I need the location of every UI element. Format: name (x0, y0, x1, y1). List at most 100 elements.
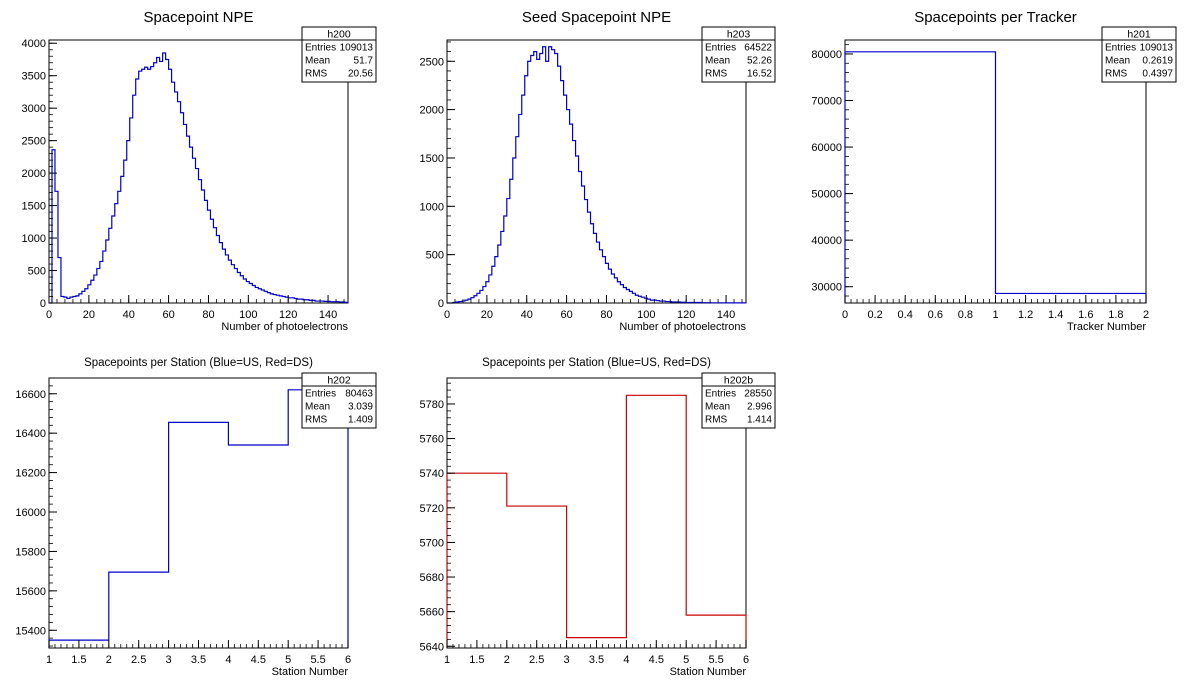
x-tick-label: 20 (83, 309, 95, 321)
x-tick-label: 2.5 (131, 654, 146, 666)
x-tick-label: 0 (842, 309, 848, 321)
x-tick-label: 20 (481, 309, 493, 321)
stats-box-name: h200 (327, 29, 351, 41)
x-tick-label: 60 (560, 309, 572, 321)
x-tick-label: 2 (1143, 309, 1149, 321)
y-tick-label: 1500 (22, 201, 46, 213)
stats-value: 0.2619 (1142, 56, 1173, 67)
x-axis-label: Station Number (670, 666, 747, 678)
y-tick-label: 80000 (811, 49, 842, 61)
stats-label: Entries (305, 43, 336, 54)
x-tick-label: 0.6 (928, 309, 943, 321)
stats-value: 3.039 (348, 402, 373, 413)
stats-value: 16.52 (747, 69, 772, 80)
x-tick-label: 3.5 (191, 654, 206, 666)
stats-label: Mean (705, 402, 730, 413)
chart-title: Spacepoints per Station (Blue=US, Red=DS… (482, 357, 711, 369)
plot-frame (446, 377, 747, 649)
x-tick-label: 6 (345, 654, 351, 666)
stats-box-name: h202b (724, 375, 753, 387)
stats-value: 109013 (340, 43, 374, 54)
x-axis-label: Station Number (272, 666, 349, 678)
plot-frame (446, 39, 747, 304)
stats-box: h201 Entries 109013 Mean 0.2619 RMS 0.4397 (1101, 26, 1177, 83)
y-tick-label: 2500 (420, 56, 444, 68)
y-tick-label: 5780 (420, 399, 444, 411)
x-tick-label: 1.4 (1048, 309, 1063, 321)
stats-box-name: h201 (1127, 29, 1151, 41)
stats-label: RMS (305, 415, 328, 426)
y-tick-label: 500 (426, 250, 444, 262)
x-tick-label: 1.5 (469, 654, 484, 666)
stats-value: 109013 (1140, 43, 1174, 54)
stats-label: Entries (705, 43, 736, 54)
stats-box: h203 Entries 64522 Mean 52.26 RMS 16.52 (701, 26, 776, 83)
histogram-series-line (49, 52, 349, 304)
stats-box-frame (701, 372, 776, 429)
stats-label: RMS (1105, 69, 1128, 80)
chart-title: Spacepoints per Station (Blue=US, Red=DS… (84, 357, 313, 369)
panel-h202b: Spacepoints per Station (Blue=US, Red=DS… (420, 357, 776, 678)
stats-box-frame (301, 26, 377, 83)
y-tick-label: 40000 (811, 235, 842, 247)
histogram-series-line (844, 51, 1147, 303)
y-tick-label: 5640 (420, 641, 444, 653)
x-tick-label: 5 (683, 654, 689, 666)
x-axis-label: Tracker Number (1067, 321, 1146, 333)
x-tick-label: 5.5 (310, 654, 325, 666)
stats-label: Mean (705, 56, 730, 67)
histogram-series-line (446, 394, 747, 648)
x-tick-label: 140 (319, 309, 337, 321)
y-tick-label: 4000 (22, 38, 46, 50)
x-tick-label: 0.8 (958, 309, 973, 321)
x-tick-label: 0.4 (898, 309, 913, 321)
panel-h201: Spacepoints per Tracker 0 0.2 0.4 0.6 0.8 1 1.2… (811, 9, 1177, 333)
x-tick-label: 100 (239, 309, 257, 321)
x-tick-label: 0 (46, 309, 52, 321)
x-tick-label: 80 (202, 309, 214, 321)
x-tick-label: 40 (521, 309, 533, 321)
y-tick-label: 16400 (15, 428, 46, 440)
y-tick-label: 3500 (22, 71, 46, 83)
y-tick-label: 70000 (811, 96, 842, 108)
x-tick-label: 1.2 (1018, 309, 1033, 321)
x-tick-label: 5 (285, 654, 291, 666)
y-tick-label: 5760 (420, 434, 444, 446)
histogram-series-line (48, 389, 349, 648)
y-tick-label: 5680 (420, 572, 444, 584)
panel-h200: Spacepoint NPE 0 20 40 60 80 100 120 140 0 500 1000… (22, 9, 377, 333)
x-tick-label: 1.5 (71, 654, 86, 666)
x-axis-label: Number of photoelectrons (619, 321, 746, 333)
histogram-series-line (447, 46, 747, 304)
x-tick-label: 4 (225, 654, 231, 666)
stats-value: 80463 (345, 389, 373, 400)
stats-value: 52.26 (747, 56, 772, 67)
x-tick-label: 6 (743, 654, 749, 666)
x-tick-label: 5.5 (708, 654, 723, 666)
stats-label: RMS (305, 69, 328, 80)
x-tick-label: 4 (623, 654, 629, 666)
y-tick-label: 15600 (15, 586, 46, 598)
stats-value: 51.7 (354, 56, 374, 67)
x-tick-label: 4.5 (649, 654, 664, 666)
panel-h203: Seed Spacepoint NPE 0 20 40 60 80 100 120 140 0 50… (420, 9, 776, 333)
stats-box: h202 Entries 80463 Mean 3.039 RMS 1.409 (301, 372, 377, 429)
x-tick-label: 40 (123, 309, 135, 321)
y-tick-label: 1500 (420, 153, 444, 165)
y-tick-label: 500 (28, 266, 46, 278)
stats-label: Entries (305, 389, 336, 400)
stats-box-name: h203 (727, 29, 751, 41)
x-tick-label: 120 (677, 309, 695, 321)
y-tick-label: 5700 (420, 537, 444, 549)
y-tick-label: 30000 (811, 282, 842, 294)
x-tick-label: 3.5 (589, 654, 604, 666)
stats-label: Mean (305, 402, 330, 413)
stats-value: 20.56 (348, 69, 373, 80)
stats-value: 1.414 (747, 415, 772, 426)
y-tick-label: 15800 (15, 546, 46, 558)
plot-frame (48, 39, 349, 304)
x-tick-label: 3 (564, 654, 570, 666)
y-tick-label: 3000 (22, 103, 46, 115)
stats-value: 64522 (744, 43, 772, 54)
